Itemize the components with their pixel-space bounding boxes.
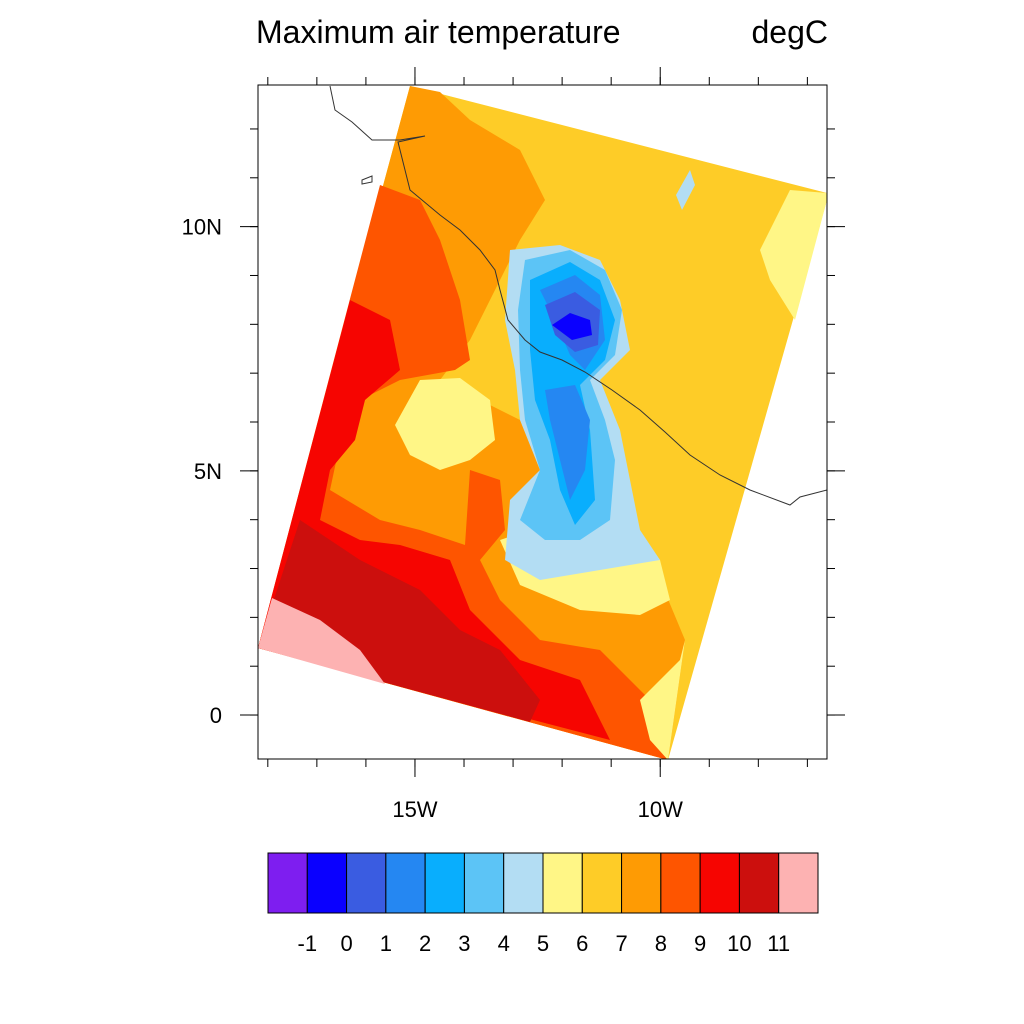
coastline: [329, 85, 827, 506]
contour-12: [258, 598, 385, 684]
colorbar-swatch: [385, 852, 426, 914]
y-tick-label: 10N: [182, 215, 222, 240]
x-tick-label: 10W: [638, 797, 683, 822]
contour-0: [552, 313, 592, 340]
colorbar-label: 7: [615, 931, 627, 956]
x-tick-label: 15W: [392, 797, 437, 822]
colorbar-swatch: [581, 852, 623, 914]
temperature-field: [258, 86, 827, 759]
contour-6-tip: [640, 640, 685, 759]
colorbar-label: 1: [380, 931, 392, 956]
axis-ticks: [240, 67, 845, 777]
colorbar-label: -1: [298, 931, 318, 956]
colorbar-label: 9: [694, 931, 706, 956]
units-label: degC: [751, 14, 829, 50]
colorbar-swatch: [306, 852, 348, 914]
map-title: Maximum air temperature: [256, 14, 621, 50]
colorbar-label: 11: [767, 931, 790, 956]
colorbar-label: 4: [498, 931, 510, 956]
colorbar-label: 10: [727, 931, 751, 956]
colorbar-swatch: [660, 852, 701, 914]
colorbar-swatch: [738, 852, 780, 914]
colorbar-label: 0: [340, 931, 352, 956]
colorbar-swatch: [463, 852, 505, 914]
colorbar-swatch: [542, 852, 583, 914]
colorbar-label: 5: [537, 931, 549, 956]
contour-6-west: [395, 378, 495, 470]
colorbar-swatch: [699, 852, 740, 914]
coastline-path: [329, 85, 827, 506]
colorbar-label: 3: [458, 931, 470, 956]
colorbar-label: 6: [576, 931, 588, 956]
colorbar-swatch: [778, 852, 819, 914]
coastline-islet: [361, 175, 373, 185]
contour-5-north: [676, 170, 695, 210]
contour-11: [258, 520, 540, 722]
y-tick-label: 5N: [194, 459, 222, 484]
axis-labels: 15W 10W 0 5N 10N: [182, 215, 683, 822]
colorbar-swatch: [346, 852, 387, 914]
colorbar-label: 2: [419, 931, 431, 956]
colorbar: -1 0 1 2 3 4 5 6 7 8 9 10 11: [267, 852, 819, 956]
contour-2-b: [545, 385, 590, 500]
colorbar-swatch: [621, 852, 662, 914]
y-tick-label: 0: [210, 703, 222, 728]
colorbar-swatch: [503, 852, 544, 914]
colorbar-label: 8: [655, 931, 667, 956]
colorbar-swatch: [267, 852, 308, 914]
colorbar-swatch: [424, 852, 465, 914]
contour-6-east: [760, 190, 827, 320]
